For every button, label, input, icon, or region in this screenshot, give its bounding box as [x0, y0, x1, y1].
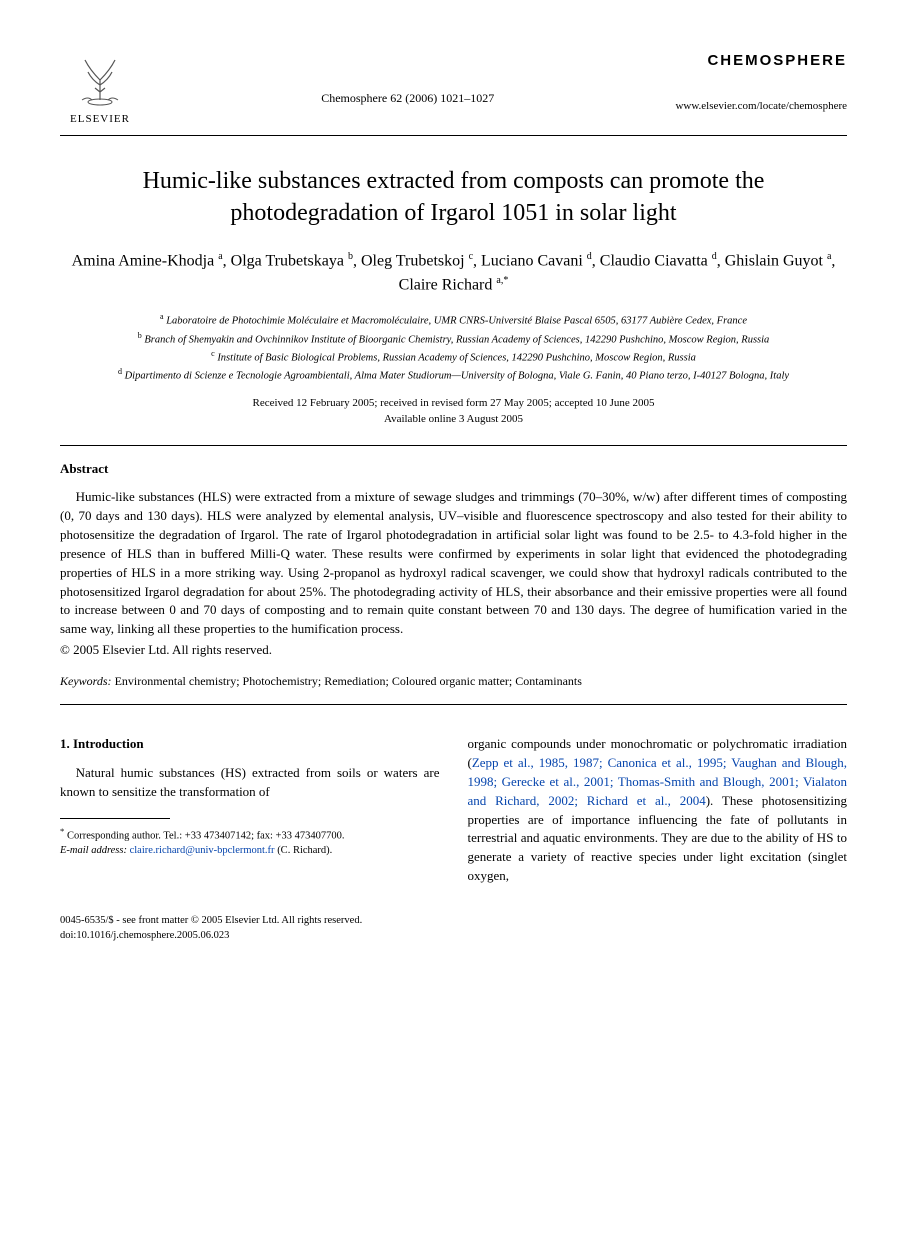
journal-url: www.elsevier.com/locate/chemosphere	[675, 99, 847, 114]
affiliation-line: b Branch of Shemyakin and Ovchinnikov In…	[60, 330, 847, 348]
email-suffix: (C. Richard).	[277, 845, 332, 856]
email-label: E-mail address:	[60, 845, 127, 856]
section-heading-intro: 1. Introduction	[60, 735, 440, 754]
footnote-rule	[60, 818, 170, 819]
publisher-name: ELSEVIER	[70, 112, 130, 127]
affiliation-line: d Dipartimento di Scienze e Tecnologie A…	[60, 366, 847, 384]
keywords: Keywords: Environmental chemistry; Photo…	[60, 673, 847, 690]
footer: 0045-6535/$ - see front matter © 2005 El…	[60, 914, 847, 943]
authors: Amina Amine-Khodja a, Olga Trubetskaya b…	[60, 249, 847, 298]
dates-online: Available online 3 August 2005	[384, 413, 523, 425]
header-rule	[60, 135, 847, 136]
email-line: E-mail address: claire.richard@univ-bpcl…	[60, 844, 440, 859]
publisher-logo: ELSEVIER	[60, 50, 140, 127]
keywords-label: Keywords:	[60, 674, 112, 688]
footnote-block: * Corresponding author. Tel.: +33 473407…	[60, 825, 440, 859]
article-title: Humic-like substances extracted from com…	[60, 166, 847, 228]
abstract-heading: Abstract	[60, 460, 847, 478]
journal-citation: Chemosphere 62 (2006) 1021–1027	[140, 50, 675, 107]
article-dates: Received 12 February 2005; received in r…	[60, 396, 847, 427]
rule-below-keywords	[60, 704, 847, 705]
email-link[interactable]: claire.richard@univ-bpclermont.fr	[130, 845, 275, 856]
header: ELSEVIER Chemosphere 62 (2006) 1021–1027…	[60, 50, 847, 127]
elsevier-tree-icon	[70, 50, 130, 110]
left-column: 1. Introduction Natural humic substances…	[60, 735, 440, 886]
affiliation-line: c Institute of Basic Biological Problems…	[60, 348, 847, 366]
corresponding-author: * Corresponding author. Tel.: +33 473407…	[60, 825, 440, 844]
corresponding-text: Corresponding author. Tel.: +33 47340714…	[67, 830, 344, 841]
journal-brand: CHEMOSPHERE www.elsevier.com/locate/chem…	[675, 50, 847, 114]
copyright-line: © 2005 Elsevier Ltd. All rights reserved…	[60, 641, 847, 659]
abstract-body: Humic-like substances (HLS) were extract…	[60, 488, 847, 639]
body-columns: 1. Introduction Natural humic substances…	[60, 735, 847, 886]
affiliations: a Laboratoire de Photochimie Moléculaire…	[60, 311, 847, 384]
journal-name: CHEMOSPHERE	[675, 50, 847, 71]
rule-above-abstract	[60, 445, 847, 446]
intro-para-right: organic compounds under monochromatic or…	[468, 735, 848, 886]
dates-received: Received 12 February 2005; received in r…	[253, 397, 655, 409]
front-matter-line: 0045-6535/$ - see front matter © 2005 El…	[60, 914, 847, 929]
doi-line: doi:10.1016/j.chemosphere.2005.06.023	[60, 929, 847, 944]
affiliation-line: a Laboratoire de Photochimie Moléculaire…	[60, 311, 847, 329]
keywords-text: Environmental chemistry; Photochemistry;…	[115, 674, 582, 688]
intro-para-left: Natural humic substances (HS) extracted …	[60, 764, 440, 802]
right-column: organic compounds under monochromatic or…	[468, 735, 848, 886]
